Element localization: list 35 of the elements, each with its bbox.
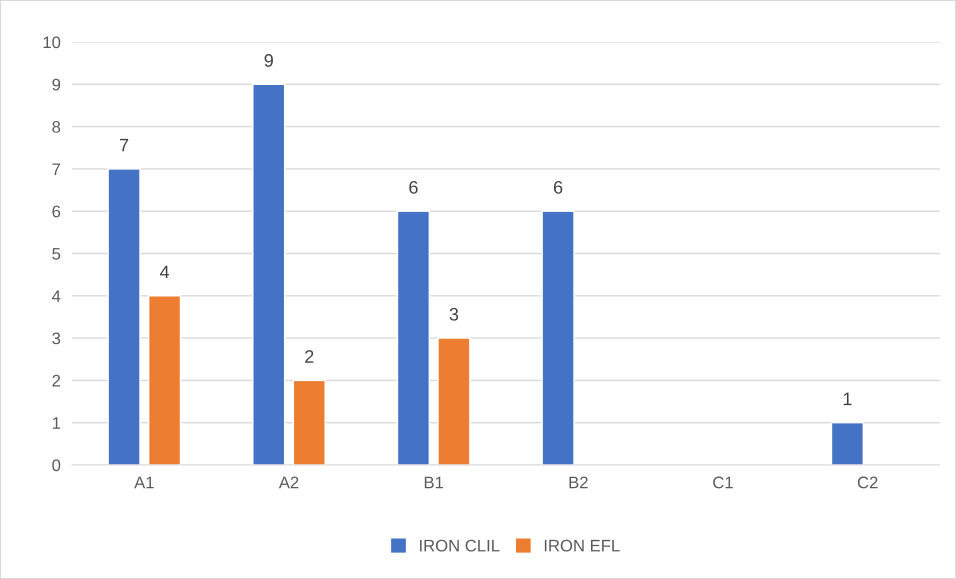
bar bbox=[830, 422, 864, 465]
bar bbox=[541, 210, 575, 465]
data-label: 3 bbox=[450, 308, 458, 321]
bar bbox=[252, 84, 286, 465]
y-tick-label: 0 bbox=[52, 459, 60, 472]
data-label: 1 bbox=[844, 392, 852, 406]
data-label: 9 bbox=[264, 54, 273, 67]
y-tick-label: 3 bbox=[52, 332, 60, 344]
bar bbox=[107, 168, 141, 465]
legend-label: IRON CLIL bbox=[420, 540, 500, 552]
bar bbox=[396, 210, 430, 465]
x-tick-label: C1 bbox=[713, 476, 733, 488]
data-label: 6 bbox=[409, 180, 418, 194]
y-tick-label: 1 bbox=[52, 417, 60, 429]
legend-label: IRON EFL bbox=[544, 540, 620, 552]
y-tick-label: 5 bbox=[52, 248, 60, 260]
y-tick-label: 8 bbox=[52, 121, 60, 133]
y-tick-label: 7 bbox=[52, 163, 60, 175]
x-tick-label: C2 bbox=[858, 476, 878, 488]
y-tick-label: 4 bbox=[52, 290, 60, 302]
y-tick-label: 9 bbox=[52, 78, 60, 91]
data-label: 6 bbox=[554, 180, 562, 194]
x-tick-label: A1 bbox=[134, 476, 154, 488]
data-label: 4 bbox=[160, 266, 170, 278]
y-tick-label: 6 bbox=[52, 206, 60, 218]
y-tick-label: 10 bbox=[44, 36, 60, 48]
x-tick-label: B1 bbox=[424, 476, 444, 488]
bar bbox=[437, 337, 471, 465]
bar bbox=[292, 380, 326, 465]
data-label: 7 bbox=[120, 138, 128, 152]
bar bbox=[148, 295, 182, 465]
x-tick-label: A2 bbox=[278, 476, 298, 488]
data-label: 2 bbox=[305, 350, 314, 363]
y-tick-label: 2 bbox=[52, 374, 60, 386]
x-tick-label: B2 bbox=[570, 476, 588, 488]
